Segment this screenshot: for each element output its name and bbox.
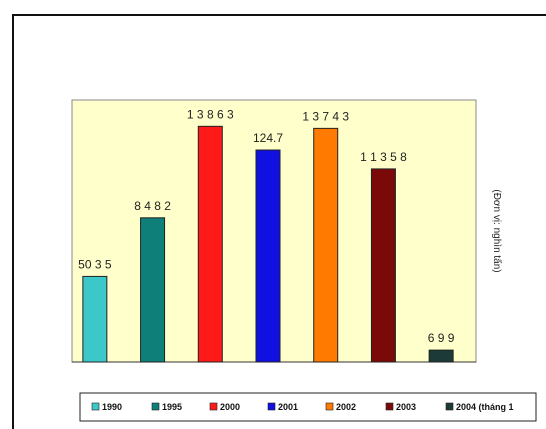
bar-value-label: 1 1 3 5 8 <box>360 150 407 164</box>
legend-label: 2000 <box>220 402 240 412</box>
legend-swatch <box>325 402 334 411</box>
bar-1990 <box>82 275 108 363</box>
bar-2001 <box>255 149 281 363</box>
bar-value-label: 8 4 8 2 <box>134 199 171 213</box>
bar-value-label: 1 3 7 4 3 <box>302 109 349 123</box>
bar-1995 <box>140 217 166 363</box>
legend-swatch <box>91 402 100 411</box>
bar-value-label: 50 3 5 <box>78 257 112 271</box>
legend-swatch <box>267 402 276 411</box>
bar-value-label: 1 3 8 6 3 <box>187 107 234 121</box>
bar-value-label: 124.7 <box>253 131 283 145</box>
legend-label: 2001 <box>278 402 298 412</box>
legend-label: 1995 <box>162 402 182 412</box>
bar-value-label: 6 9 9 <box>428 331 455 345</box>
value-labels-group: 50 3 5 8 4 8 2 1 3 8 6 3 124.7 1 3 7 4 3 1 1 … <box>78 107 455 345</box>
chart-frame <box>12 14 546 429</box>
legend-swatch <box>445 402 454 411</box>
legend-label: 2004 (tháng 1 <box>456 402 514 412</box>
bar-2000 <box>197 125 223 363</box>
legend-label: 2002 <box>336 402 356 412</box>
bar-2003 <box>370 168 396 363</box>
legend-label: 1990 <box>102 402 122 412</box>
legend-swatch <box>209 402 218 411</box>
legend: 1990 1995 2000 2001 2002 2003 2004 (tháng 1 <box>79 392 537 422</box>
legend-label: 2003 <box>396 402 416 412</box>
y-axis-label: (Đơn vị: nghìn tấn) <box>491 189 503 272</box>
bar-2002 <box>313 127 339 363</box>
legend-swatch <box>151 402 160 411</box>
bar-2004 <box>428 349 454 363</box>
legend-swatch <box>385 402 394 411</box>
bars-group <box>82 125 454 363</box>
